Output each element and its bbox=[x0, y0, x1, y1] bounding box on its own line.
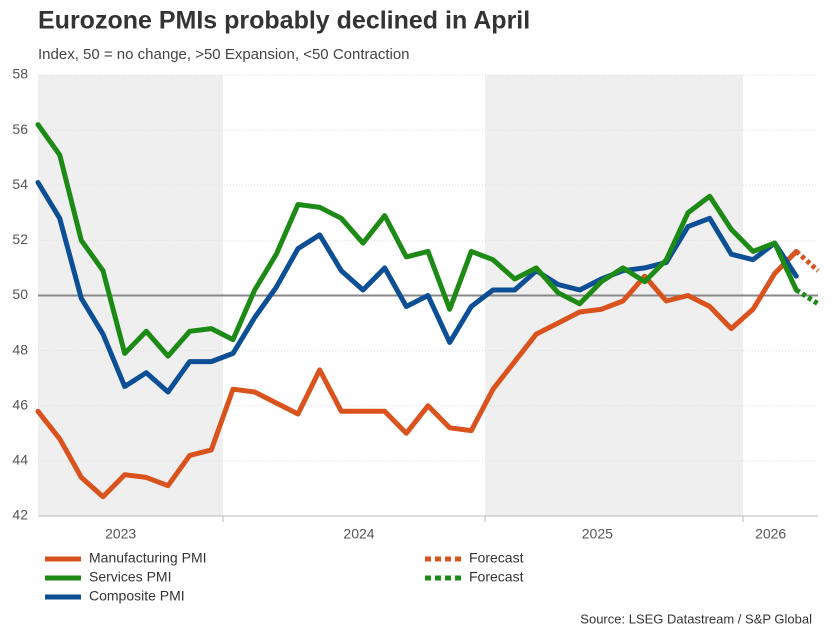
source: Source: LSEG Datastream / S&P Global bbox=[580, 611, 812, 626]
chart-title: Eurozone PMIs probably declined in April bbox=[38, 7, 530, 35]
y-tick-label: 48 bbox=[12, 341, 28, 357]
x-tick-label: 2025 bbox=[582, 526, 613, 542]
legend-label: Services PMI bbox=[89, 569, 171, 585]
series-line bbox=[794, 249, 820, 273]
chart-subtitle: Index, 50 = no change, >50 Expansion, <5… bbox=[38, 46, 410, 63]
legend-label: Composite PMI bbox=[89, 588, 185, 604]
series-line bbox=[35, 122, 799, 359]
x-tick-label: 2023 bbox=[105, 526, 136, 542]
legend-label: Forecast bbox=[469, 550, 524, 566]
y-tick-label: 44 bbox=[12, 452, 28, 468]
y-tick-label: 54 bbox=[12, 176, 28, 192]
legend-label: Manufacturing PMI bbox=[89, 550, 207, 566]
y-tick-label: 42 bbox=[12, 507, 28, 523]
series-line bbox=[35, 248, 799, 500]
x-tick-label: 2024 bbox=[343, 526, 374, 542]
legend-label: Forecast bbox=[469, 569, 524, 585]
y-tick-label: 58 bbox=[12, 66, 28, 82]
y-tick-label: 56 bbox=[12, 121, 28, 137]
series-line bbox=[794, 287, 820, 306]
y-tick-label: 52 bbox=[12, 231, 28, 247]
y-tick-label: 50 bbox=[12, 286, 28, 302]
y-tick-label: 46 bbox=[12, 396, 28, 412]
x-tick-label: 2026 bbox=[755, 526, 786, 542]
